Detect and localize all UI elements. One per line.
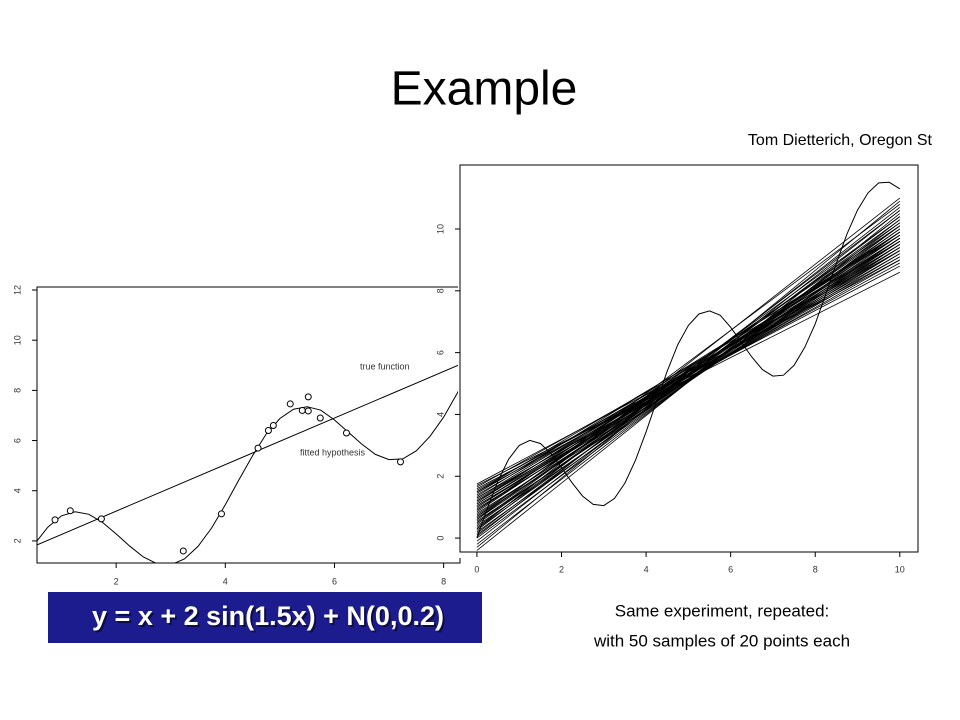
sample-fit-line [476, 225, 901, 511]
x-tick-label: 0 [474, 564, 479, 574]
x-tick-label: 10 [895, 564, 905, 574]
plot-frame [459, 164, 919, 553]
y-tick-label: 4 [435, 412, 445, 417]
series-line [476, 181, 901, 539]
y-tick-label: 10 [12, 335, 22, 345]
data-point [397, 458, 405, 466]
left-chart: 2 4 6 8 2 4 6 8 10 12 true function fitted hypothes… [12, 285, 461, 586]
sample-fit-line [476, 197, 901, 530]
formula-shadow: y = x + 2 sin(1.5x) + N(0,0.2) [94, 603, 446, 633]
x-tick-label: 8 [441, 576, 446, 586]
sample-fit-line [476, 259, 901, 485]
sample-fit-line [476, 250, 901, 488]
caption-line: Same experiment, repeated: [615, 601, 830, 620]
x-tick-label: 4 [223, 576, 228, 586]
sample-fit-line [476, 203, 901, 520]
data-point [286, 400, 294, 408]
y-tick-label: 10 [435, 224, 445, 234]
credit: Tom Dietterich, Oregon St [748, 132, 933, 149]
series-label: fitted hypothesis [300, 447, 366, 457]
y-tick-label: 4 [12, 488, 22, 493]
data-point [66, 507, 74, 515]
data-point [269, 422, 277, 430]
sample-fit-line [476, 234, 901, 497]
x-tick-label: 8 [813, 564, 818, 574]
data-point [342, 429, 350, 437]
series-line [37, 387, 460, 563]
data-point [254, 444, 262, 452]
data-point [316, 414, 324, 422]
y-tick-label: 0 [435, 536, 445, 541]
sample-fit-line [476, 222, 901, 517]
chart-background [458, 155, 930, 558]
slide-title: Example [391, 63, 578, 116]
data-point [217, 510, 225, 518]
right-chart: 0 2 4 6 8 10 0 2 4 6 8 10 [435, 155, 930, 574]
y-tick-label: 6 [12, 438, 22, 443]
caption-line: with 50 samples of 20 points each [593, 631, 850, 650]
y-tick-label: 8 [12, 388, 22, 393]
x-tick-label: 2 [114, 576, 119, 586]
y-tick-label: 2 [435, 474, 445, 479]
y-tick-label: 2 [12, 538, 22, 543]
y-tick-label: 6 [435, 350, 445, 355]
y-tick-label: 12 [12, 285, 22, 295]
data-point [304, 407, 312, 415]
sample-fit-line [476, 244, 901, 499]
data-point [97, 515, 105, 523]
formula: y = x + 2 sin(1.5x) + N(0,0.2) [92, 601, 444, 631]
data-point [264, 427, 272, 435]
x-tick-label: 6 [332, 576, 337, 586]
sample-fit-line [476, 265, 901, 489]
formula-box [48, 592, 482, 643]
series-label: true function [360, 361, 410, 371]
plot-area [476, 181, 901, 551]
y-tick-label: 8 [435, 288, 445, 293]
data-point [304, 393, 312, 401]
plot-area [37, 364, 460, 563]
sample-fit-line [476, 253, 901, 496]
data-point [298, 406, 306, 414]
x-tick-label: 2 [559, 564, 564, 574]
sample-fit-line [476, 247, 901, 494]
data-point [51, 516, 59, 524]
x-tick-label: 4 [644, 564, 649, 574]
x-tick-label: 6 [728, 564, 733, 574]
data-point [179, 547, 187, 555]
series-line [37, 364, 460, 546]
